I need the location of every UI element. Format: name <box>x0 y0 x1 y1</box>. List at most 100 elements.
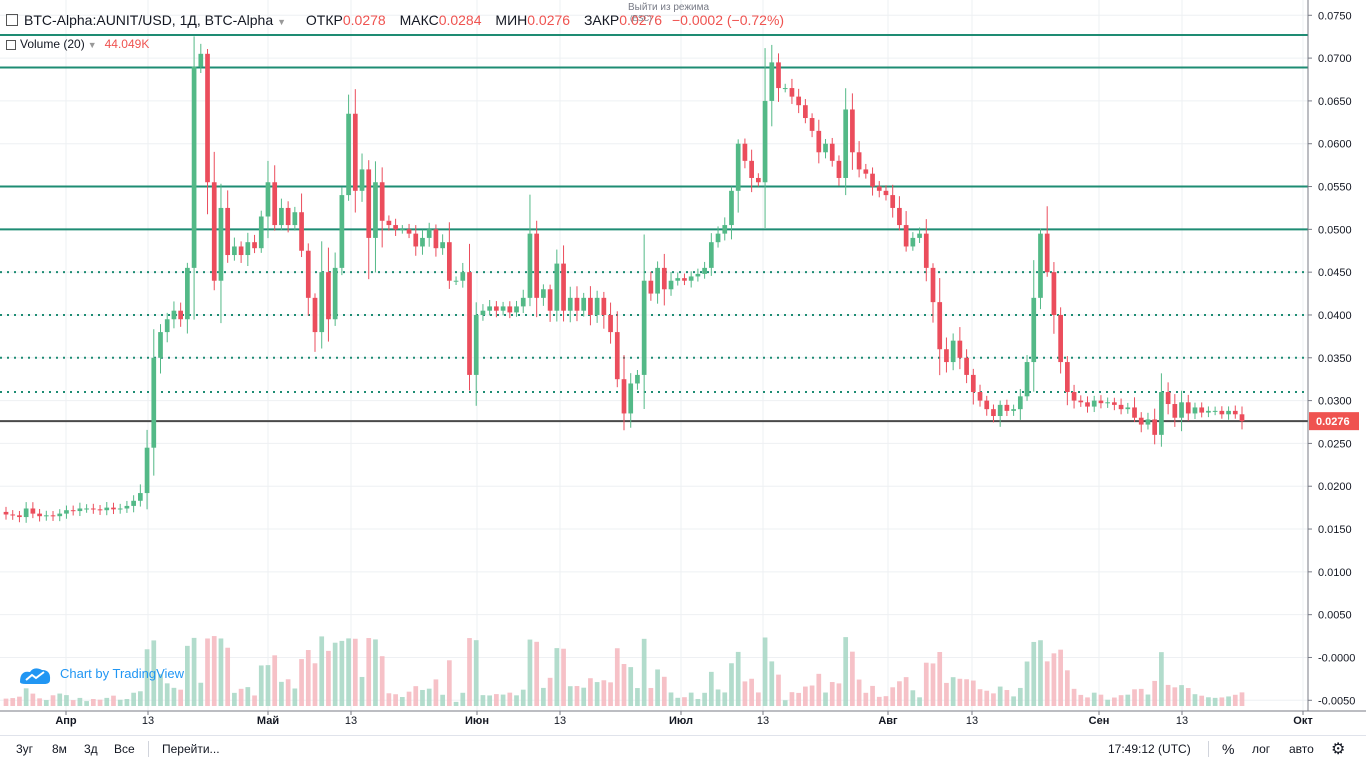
volume-bar <box>816 673 822 706</box>
volume-bar <box>970 680 976 706</box>
volume-bar <box>64 695 69 706</box>
range-8m-button[interactable]: 8м <box>52 742 67 756</box>
collapse-icon[interactable] <box>6 39 16 50</box>
close-value: 0.0276 <box>619 12 663 28</box>
time-axis[interactable]: Апр 13 Май 13 Июн 13 Июл 13 Авг 13 Сен 13 Окт <box>0 710 1366 727</box>
volume-bar <box>776 674 781 706</box>
volume-bar <box>399 697 405 706</box>
y-tick-label: -0.0050 <box>1318 695 1355 707</box>
volume-bar <box>594 682 600 706</box>
log-toggle[interactable]: лог <box>1252 742 1271 756</box>
volume-bars <box>3 636 1245 706</box>
volume-bar <box>440 694 445 706</box>
y-tick-label: 0.0200 <box>1318 481 1352 493</box>
candle-body <box>1105 402 1111 404</box>
candle-body <box>137 493 143 501</box>
symbol-title[interactable]: BTC-Alpha:AUNIT/USD, 1Д, BTC-Alpha <box>24 12 274 28</box>
candle-body <box>232 246 237 256</box>
volume-bar <box>520 689 526 706</box>
x-tick-label: 13 <box>1176 715 1188 727</box>
candle-body <box>10 514 16 516</box>
candle-body <box>809 118 815 131</box>
candle-body <box>903 225 909 247</box>
candle-body <box>541 289 546 298</box>
x-tick-label: Май <box>257 715 279 727</box>
volume-bar <box>1064 670 1070 706</box>
candle-body <box>776 62 781 89</box>
volume-bar <box>1212 697 1218 706</box>
volume-bar <box>57 693 63 706</box>
volume-bar <box>1031 641 1037 706</box>
candle-body <box>124 505 130 509</box>
volume-bar <box>258 665 264 706</box>
y-tick-label: 0.0450 <box>1318 267 1352 279</box>
volume-bar <box>628 667 634 706</box>
candle-body <box>729 190 734 226</box>
candle-body <box>373 182 378 238</box>
chevron-down-icon[interactable]: ▼ <box>277 17 287 27</box>
volume-bar <box>137 691 143 706</box>
candle-body <box>897 207 902 226</box>
volume-bar <box>467 638 472 706</box>
chevron-down-icon[interactable]: ▼ <box>87 40 97 50</box>
candle-body <box>420 237 425 247</box>
candle-body <box>1078 400 1084 403</box>
volume-bar <box>10 698 16 706</box>
candle-body <box>742 143 748 161</box>
range-all-button[interactable]: Все <box>114 742 135 756</box>
candle-body <box>258 216 264 249</box>
volume-bar <box>1219 697 1225 706</box>
volume-bar <box>1138 688 1144 706</box>
candle-body <box>218 207 224 281</box>
auto-toggle[interactable]: авто <box>1289 742 1314 756</box>
candle-body <box>164 319 170 333</box>
volume-bar <box>352 638 358 706</box>
tradingview-logo-icon[interactable] <box>18 664 52 691</box>
candle-body <box>346 113 351 196</box>
candle-body <box>265 182 271 217</box>
candle-body <box>359 169 365 191</box>
range-3y-button[interactable]: 3уг <box>16 742 34 756</box>
candle-body <box>957 340 963 358</box>
tradingview-watermark[interactable]: Chart by TradingView <box>60 666 185 681</box>
volume-bar <box>870 685 875 706</box>
percent-toggle[interactable]: % <box>1222 741 1235 757</box>
volume-bar <box>1152 680 1158 706</box>
candle-body <box>735 143 741 191</box>
volume-bar <box>97 699 103 706</box>
goto-button[interactable]: Перейти... <box>162 742 220 756</box>
gear-icon[interactable]: ⚙ <box>1331 741 1346 758</box>
volume-bar <box>124 699 130 706</box>
candle-body <box>178 310 184 320</box>
volume-bar <box>386 693 392 706</box>
exit-fullscreen-label[interactable]: Выйти из режима <box>628 2 710 13</box>
clock-label[interactable]: 17:49:12 (UTC) <box>1108 742 1191 756</box>
candle-body <box>655 267 660 294</box>
x-tick-label: 13 <box>345 715 357 727</box>
volume-bar <box>762 637 768 706</box>
candle-body <box>991 409 996 417</box>
candle-body <box>453 280 459 282</box>
candle-body <box>621 379 627 414</box>
candle-body <box>534 233 540 298</box>
volume-bar <box>117 699 123 706</box>
candle-body <box>117 508 123 510</box>
x-tick-label: 13 <box>757 715 769 727</box>
volume-bar <box>3 698 9 706</box>
volume-bar <box>198 682 204 706</box>
volume-bar <box>1118 695 1124 706</box>
volume-bar <box>601 680 607 706</box>
range-3d-button[interactable]: 3д <box>84 742 98 756</box>
candle-body <box>339 195 345 268</box>
volume-bar <box>1206 697 1211 706</box>
open-label: ОТКР <box>305 12 343 28</box>
price-axis[interactable]: 0.0750 0.0700 0.0650 0.0600 0.0550 0.0500 0.04… <box>1307 0 1359 711</box>
volume-bar <box>507 692 513 706</box>
x-tick-label: Окт <box>1293 715 1313 727</box>
collapse-icon[interactable] <box>6 14 18 27</box>
candle-body <box>17 515 22 518</box>
volume-bar <box>359 676 365 706</box>
volume-bar <box>661 676 667 706</box>
volume-label[interactable]: Volume (20) <box>20 37 85 51</box>
price-chart[interactable]: 0.0750 0.0700 0.0650 0.0600 0.0550 0.0500 0.04… <box>0 0 1366 735</box>
